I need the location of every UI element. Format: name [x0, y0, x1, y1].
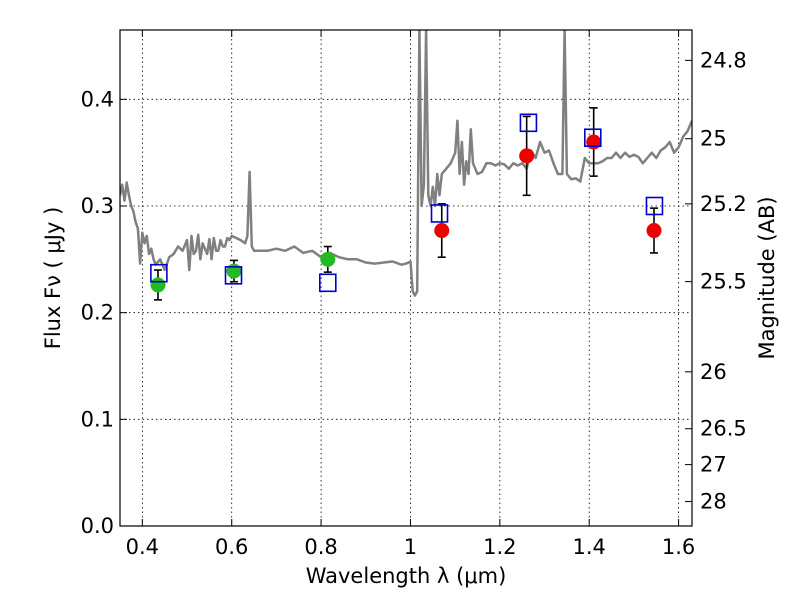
y-axis-label: Flux Fν ( μJy ) — [41, 207, 65, 350]
plot-frame — [119, 29, 693, 527]
model-square — [519, 113, 538, 133]
model-square — [150, 263, 168, 283]
tick-labels: 0.4 0.6 0.8 1 1.2 1.4 1.6 0.0 0.1 0.2 0.3 0.4 24.8 25… — [81, 48, 747, 559]
model-square — [224, 266, 243, 285]
x-tick-label: 0.6 — [215, 535, 248, 559]
x-tick-label: 1.6 — [662, 535, 695, 559]
model-square — [430, 204, 449, 223]
spectrum-layer — [120, 30, 692, 297]
y2-tick-label: 28 — [700, 490, 727, 514]
y-tick-label: 0.1 — [81, 407, 114, 431]
red-data-point — [434, 223, 450, 239]
y2-tick-label: 26.5 — [700, 417, 747, 441]
y2-tick-label: 26 — [700, 360, 727, 384]
x-tick-label: 0.8 — [304, 535, 337, 559]
y2-tick-label: 25.5 — [700, 270, 747, 294]
red-data-point — [586, 134, 602, 150]
y2-tick-label: 27 — [700, 453, 727, 477]
model-square — [583, 128, 602, 148]
x-axis-label: Wavelength λ (μm) — [306, 564, 507, 588]
y2-tick-label: 25.2 — [700, 192, 747, 216]
y2-axis-label: Magnitude (AB) — [755, 196, 779, 359]
x-tick-label: 0.4 — [126, 535, 159, 559]
y-tick-label: 0.2 — [81, 301, 114, 325]
spectrum-line — [120, 30, 692, 297]
y-tick-label: 0.0 — [81, 514, 114, 538]
model-square — [318, 273, 337, 293]
axis-ticks — [120, 30, 692, 527]
x-tick-label: 1.2 — [483, 535, 516, 559]
y-tick-label: 0.3 — [81, 194, 114, 218]
photometry-points — [150, 107, 664, 301]
x-tick-label: 1 — [404, 535, 417, 559]
y2-tick-label: 24.8 — [700, 48, 747, 72]
red-data-point — [519, 148, 535, 164]
green-data-point — [150, 277, 166, 293]
green-data-point — [320, 251, 336, 267]
green-data-point — [226, 263, 242, 279]
model-square — [645, 196, 664, 216]
red-data-point — [646, 223, 662, 239]
y-tick-label: 0.4 — [81, 87, 114, 111]
y2-tick-label: 25 — [700, 127, 727, 151]
x-tick-label: 1.4 — [573, 535, 606, 559]
grid-lines — [120, 30, 692, 526]
